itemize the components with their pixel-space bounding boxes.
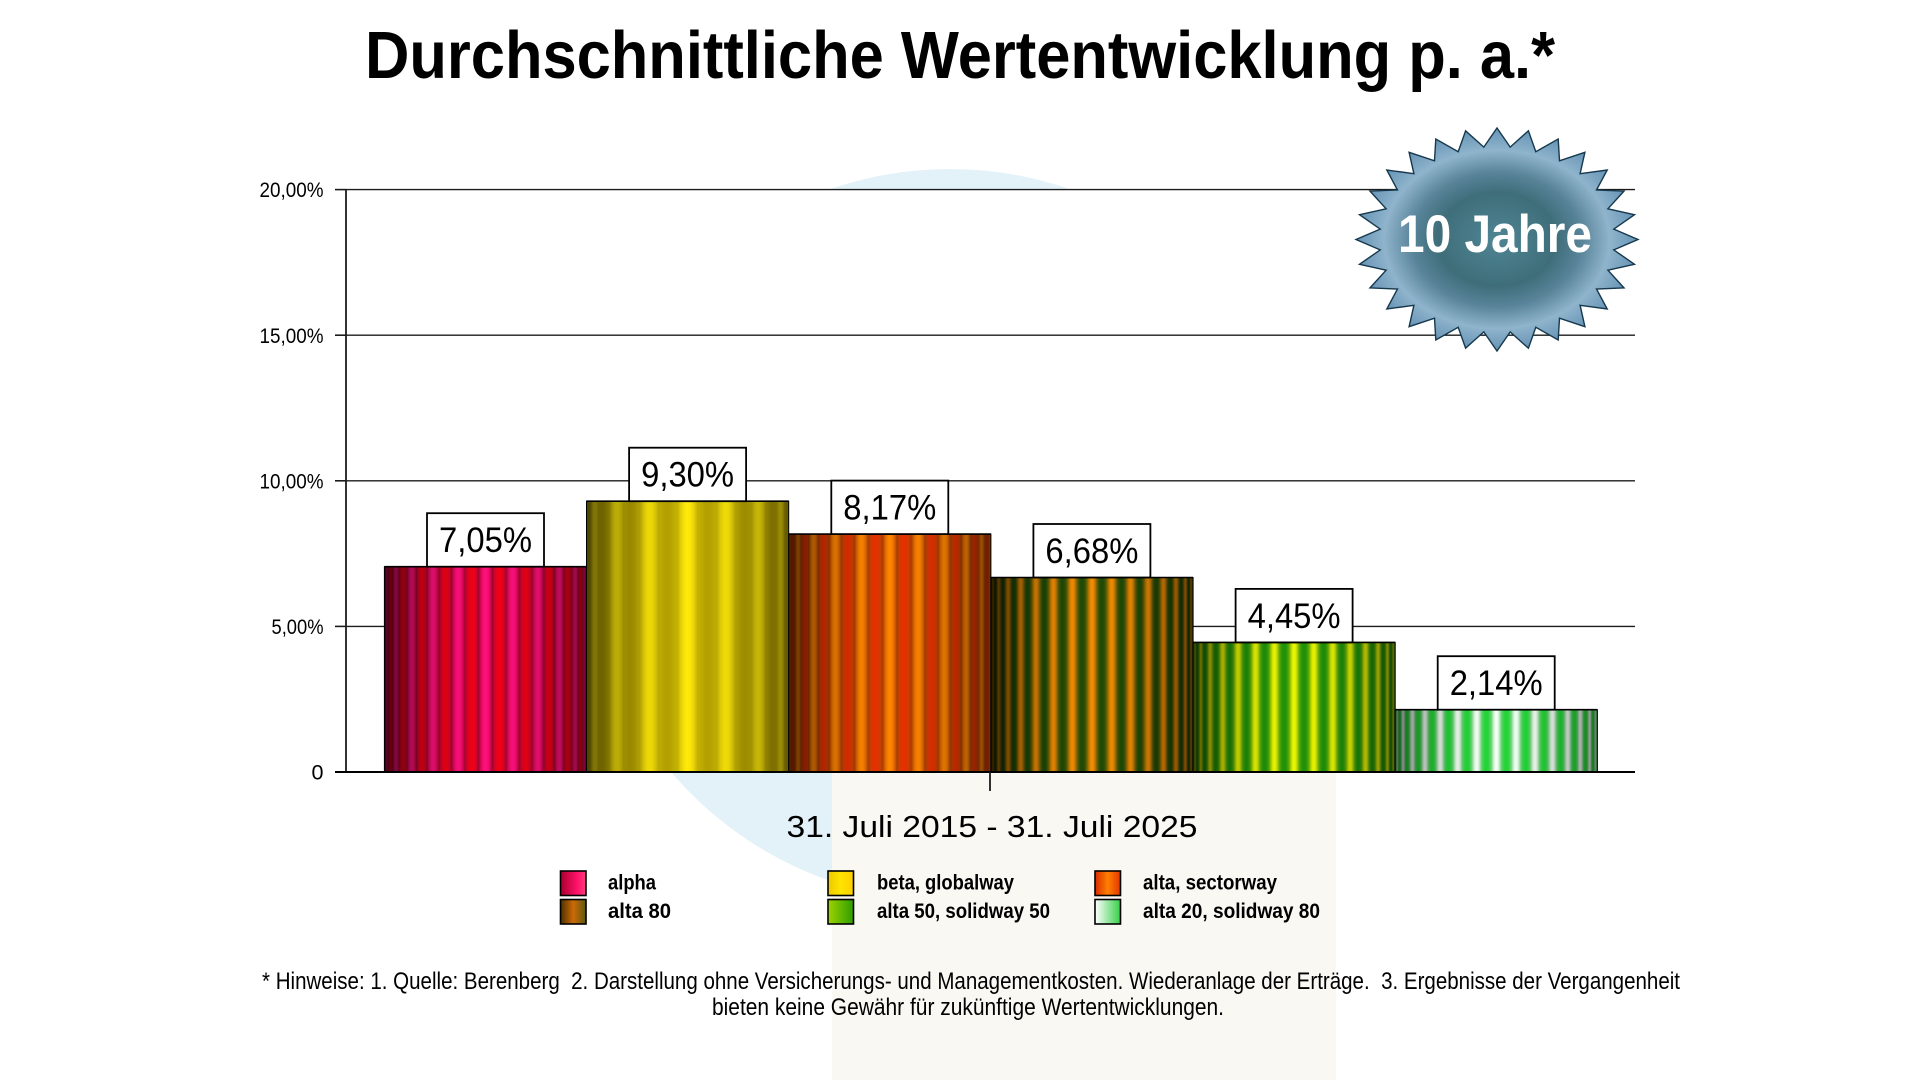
svg-text:15,00%: 15,00%: [260, 325, 324, 348]
svg-text:alpha: alpha: [608, 872, 656, 895]
svg-text:8,17%: 8,17%: [843, 488, 936, 528]
svg-text:5,00%: 5,00%: [272, 616, 324, 639]
svg-text:alta 50, solidway 50: alta 50, solidway 50: [877, 900, 1050, 923]
svg-text:9,30%: 9,30%: [641, 455, 734, 495]
svg-text:alta 80: alta 80: [608, 900, 671, 923]
svg-text:6,68%: 6,68%: [1045, 531, 1138, 571]
svg-text:20,00%: 20,00%: [260, 179, 324, 202]
svg-text:Durchschnittliche Wertentwickl: Durchschnittliche Wertentwicklung p. a.*: [365, 18, 1556, 93]
svg-text:10 Jahre: 10 Jahre: [1398, 205, 1592, 264]
svg-text:4,45%: 4,45%: [1248, 596, 1341, 636]
svg-text:alta 20, solidway 80: alta 20, solidway 80: [1143, 900, 1320, 923]
svg-text:7,05%: 7,05%: [439, 520, 532, 560]
svg-text:2,14%: 2,14%: [1450, 663, 1543, 703]
svg-text:0: 0: [312, 762, 324, 785]
svg-text:* Hinweise: 1. Quelle: Berenbe: * Hinweise: 1. Quelle: Berenberg 2. Dars…: [262, 969, 1680, 995]
svg-text:alta, sectorway: alta, sectorway: [1143, 872, 1277, 895]
svg-text:bieten keine Gewähr für zukünf: bieten keine Gewähr für zukünftige Werte…: [712, 995, 1224, 1021]
svg-text:10,00%: 10,00%: [260, 470, 324, 493]
svg-text:beta, globalway: beta, globalway: [877, 872, 1014, 895]
svg-text:31. Juli 2015 - 31. Juli 2025: 31. Juli 2015 - 31. Juli 2025: [787, 809, 1198, 844]
